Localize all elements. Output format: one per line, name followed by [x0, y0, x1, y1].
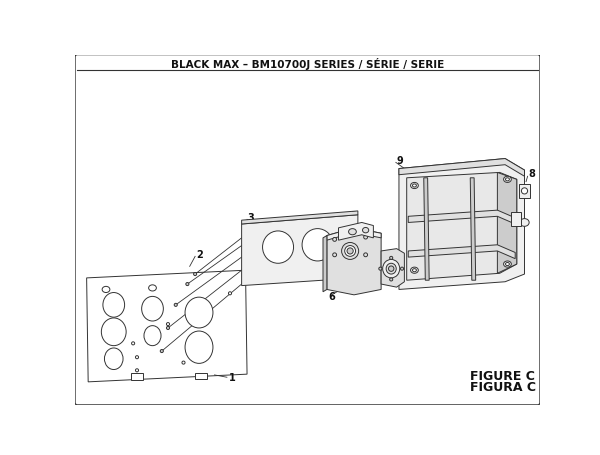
Ellipse shape [332, 238, 337, 241]
Polygon shape [408, 210, 515, 224]
Ellipse shape [186, 283, 189, 286]
Ellipse shape [388, 266, 394, 271]
Ellipse shape [131, 342, 134, 345]
Ellipse shape [410, 182, 418, 188]
Polygon shape [131, 374, 143, 379]
Ellipse shape [142, 296, 163, 321]
Text: 1: 1 [229, 373, 235, 383]
Ellipse shape [364, 235, 368, 239]
Ellipse shape [349, 228, 356, 235]
Polygon shape [381, 248, 404, 287]
Ellipse shape [160, 349, 163, 353]
Text: FIGURE C: FIGURE C [470, 370, 535, 383]
Ellipse shape [383, 259, 400, 278]
Ellipse shape [332, 253, 337, 257]
Polygon shape [497, 172, 517, 273]
Ellipse shape [185, 297, 213, 328]
Ellipse shape [102, 286, 110, 293]
Ellipse shape [506, 263, 509, 266]
Ellipse shape [174, 303, 178, 306]
Ellipse shape [136, 356, 139, 359]
Text: 5: 5 [308, 234, 315, 244]
Polygon shape [86, 270, 247, 382]
Ellipse shape [166, 326, 170, 329]
Text: FIGURA C: FIGURA C [470, 381, 536, 394]
Ellipse shape [503, 261, 511, 267]
Text: 5: 5 [350, 211, 358, 221]
Ellipse shape [364, 253, 368, 257]
Ellipse shape [103, 293, 125, 317]
Bar [519, 184, 530, 198]
Polygon shape [327, 228, 381, 240]
Ellipse shape [386, 263, 396, 274]
Ellipse shape [401, 267, 404, 270]
Text: 8: 8 [529, 169, 535, 179]
Polygon shape [470, 178, 476, 280]
Polygon shape [338, 222, 373, 240]
Polygon shape [399, 158, 524, 289]
Ellipse shape [101, 318, 126, 346]
Ellipse shape [149, 285, 157, 291]
Ellipse shape [166, 323, 170, 326]
Ellipse shape [104, 348, 123, 369]
Ellipse shape [347, 248, 353, 254]
Polygon shape [424, 178, 429, 280]
Ellipse shape [229, 292, 232, 295]
Ellipse shape [520, 218, 529, 226]
Ellipse shape [182, 361, 185, 364]
Ellipse shape [263, 231, 293, 263]
Ellipse shape [379, 267, 382, 270]
Ellipse shape [503, 176, 511, 182]
Ellipse shape [194, 273, 197, 276]
Ellipse shape [506, 178, 509, 181]
Ellipse shape [389, 256, 393, 259]
Polygon shape [323, 236, 327, 292]
Polygon shape [327, 228, 381, 295]
Ellipse shape [185, 331, 213, 364]
Text: 6: 6 [328, 292, 335, 302]
Polygon shape [195, 373, 207, 379]
Polygon shape [408, 245, 515, 258]
Ellipse shape [362, 228, 369, 233]
Polygon shape [242, 211, 358, 224]
Ellipse shape [352, 250, 360, 259]
Ellipse shape [413, 268, 416, 272]
Polygon shape [407, 172, 517, 280]
Text: 3: 3 [248, 213, 254, 223]
Text: BLACK MAX – BM10700J SERIES / SÉRIE / SERIE: BLACK MAX – BM10700J SERIES / SÉRIE / SE… [171, 58, 444, 70]
Ellipse shape [136, 369, 139, 372]
Ellipse shape [410, 267, 418, 273]
Polygon shape [399, 158, 524, 176]
Text: 2: 2 [196, 250, 203, 260]
Ellipse shape [302, 228, 333, 261]
Text: 9: 9 [397, 156, 403, 166]
Ellipse shape [413, 184, 416, 187]
Polygon shape [242, 215, 358, 286]
Ellipse shape [344, 246, 356, 256]
Bar [511, 212, 521, 226]
Ellipse shape [341, 243, 359, 259]
Ellipse shape [144, 326, 161, 346]
Ellipse shape [521, 188, 527, 194]
Text: 7: 7 [410, 269, 416, 279]
Ellipse shape [389, 278, 393, 281]
Ellipse shape [340, 231, 362, 254]
Text: 4: 4 [315, 265, 322, 275]
